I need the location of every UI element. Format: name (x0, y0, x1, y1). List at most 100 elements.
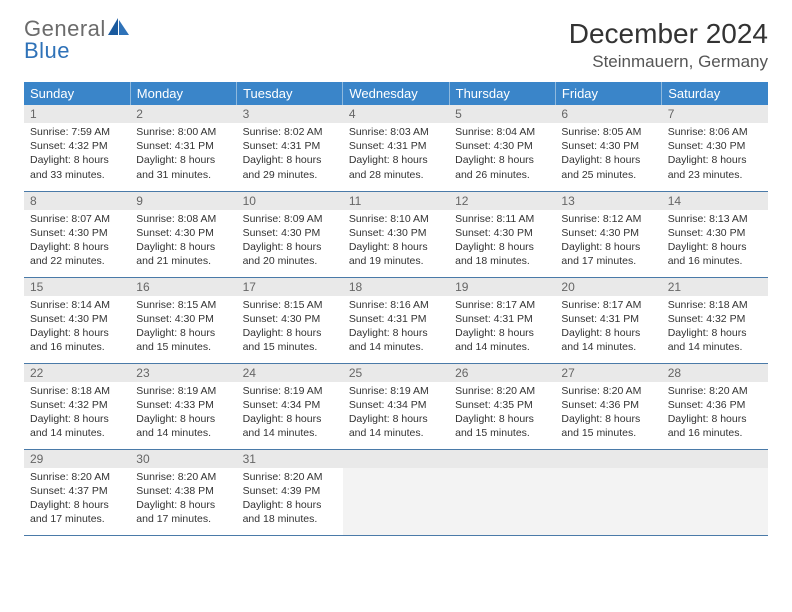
day-number: 14 (662, 192, 768, 210)
sail-icon (108, 18, 130, 41)
day-number: 29 (24, 450, 130, 468)
day-number: 8 (24, 192, 130, 210)
sunrise-text: Sunrise: 8:02 AM (243, 125, 337, 139)
daylight-line1: Daylight: 8 hours (136, 498, 230, 512)
daylight-line1: Daylight: 8 hours (455, 240, 549, 254)
daylight-line1: Daylight: 8 hours (561, 412, 655, 426)
day-number: 13 (555, 192, 661, 210)
calendar-day-cell: 17Sunrise: 8:15 AMSunset: 4:30 PMDayligh… (237, 277, 343, 363)
sunrise-text: Sunrise: 8:20 AM (668, 384, 762, 398)
daylight-line2: and 14 minutes. (30, 426, 124, 440)
sunset-text: Sunset: 4:30 PM (561, 139, 655, 153)
sunrise-text: Sunrise: 8:14 AM (30, 298, 124, 312)
daylight-line1: Daylight: 8 hours (30, 240, 124, 254)
calendar-day-cell: 15Sunrise: 8:14 AMSunset: 4:30 PMDayligh… (24, 277, 130, 363)
daylight-line2: and 25 minutes. (561, 168, 655, 182)
day-details: Sunrise: 8:08 AMSunset: 4:30 PMDaylight:… (130, 210, 236, 273)
sunrise-text: Sunrise: 8:17 AM (455, 298, 549, 312)
sunset-text: Sunset: 4:30 PM (668, 139, 762, 153)
day-details: Sunrise: 8:11 AMSunset: 4:30 PMDaylight:… (449, 210, 555, 273)
calendar-day-cell: 28Sunrise: 8:20 AMSunset: 4:36 PMDayligh… (662, 363, 768, 449)
daylight-line1: Daylight: 8 hours (136, 326, 230, 340)
sunrise-text: Sunrise: 8:11 AM (455, 212, 549, 226)
calendar-day-cell: 11Sunrise: 8:10 AMSunset: 4:30 PMDayligh… (343, 191, 449, 277)
sunset-text: Sunset: 4:39 PM (243, 484, 337, 498)
sunset-text: Sunset: 4:31 PM (136, 139, 230, 153)
daylight-line1: Daylight: 8 hours (243, 326, 337, 340)
calendar-day-cell: 31Sunrise: 8:20 AMSunset: 4:39 PMDayligh… (237, 449, 343, 535)
daylight-line2: and 14 minutes. (136, 426, 230, 440)
day-details: Sunrise: 8:02 AMSunset: 4:31 PMDaylight:… (237, 123, 343, 186)
calendar-day-cell: 9Sunrise: 8:08 AMSunset: 4:30 PMDaylight… (130, 191, 236, 277)
sunset-text: Sunset: 4:30 PM (243, 312, 337, 326)
daylight-line2: and 31 minutes. (136, 168, 230, 182)
daylight-line2: and 15 minutes. (243, 340, 337, 354)
calendar-week-row: 1Sunrise: 7:59 AMSunset: 4:32 PMDaylight… (24, 105, 768, 191)
day-number: 3 (237, 105, 343, 123)
calendar-day-cell (555, 449, 661, 535)
day-number: 9 (130, 192, 236, 210)
day-number: 6 (555, 105, 661, 123)
sunrise-text: Sunrise: 8:10 AM (349, 212, 443, 226)
day-details: Sunrise: 8:20 AMSunset: 4:37 PMDaylight:… (24, 468, 130, 531)
day-details: Sunrise: 8:20 AMSunset: 4:36 PMDaylight:… (555, 382, 661, 445)
sunset-text: Sunset: 4:30 PM (30, 312, 124, 326)
sunset-text: Sunset: 4:37 PM (30, 484, 124, 498)
sunrise-text: Sunrise: 8:07 AM (30, 212, 124, 226)
day-number: 21 (662, 278, 768, 296)
calendar-week-row: 22Sunrise: 8:18 AMSunset: 4:32 PMDayligh… (24, 363, 768, 449)
sunset-text: Sunset: 4:34 PM (243, 398, 337, 412)
calendar-day-cell: 13Sunrise: 8:12 AMSunset: 4:30 PMDayligh… (555, 191, 661, 277)
daylight-line1: Daylight: 8 hours (243, 240, 337, 254)
daylight-line1: Daylight: 8 hours (668, 412, 762, 426)
weekday-header: Tuesday (237, 82, 343, 105)
sunset-text: Sunset: 4:30 PM (349, 226, 443, 240)
daylight-line1: Daylight: 8 hours (349, 412, 443, 426)
weekday-header-row: Sunday Monday Tuesday Wednesday Thursday… (24, 82, 768, 105)
day-number-band (343, 450, 449, 468)
sunrise-text: Sunrise: 8:20 AM (561, 384, 655, 398)
daylight-line1: Daylight: 8 hours (30, 153, 124, 167)
day-details: Sunrise: 8:20 AMSunset: 4:38 PMDaylight:… (130, 468, 236, 531)
daylight-line1: Daylight: 8 hours (455, 326, 549, 340)
daylight-line1: Daylight: 8 hours (136, 153, 230, 167)
calendar-day-cell: 8Sunrise: 8:07 AMSunset: 4:30 PMDaylight… (24, 191, 130, 277)
sunset-text: Sunset: 4:30 PM (243, 226, 337, 240)
brand-logo: General Blue (24, 18, 130, 62)
daylight-line2: and 14 minutes. (455, 340, 549, 354)
day-details: Sunrise: 8:19 AMSunset: 4:33 PMDaylight:… (130, 382, 236, 445)
calendar-week-row: 29Sunrise: 8:20 AMSunset: 4:37 PMDayligh… (24, 449, 768, 535)
daylight-line1: Daylight: 8 hours (561, 326, 655, 340)
day-number: 1 (24, 105, 130, 123)
day-number: 4 (343, 105, 449, 123)
daylight-line1: Daylight: 8 hours (455, 153, 549, 167)
day-number: 18 (343, 278, 449, 296)
sunrise-text: Sunrise: 8:20 AM (455, 384, 549, 398)
calendar-day-cell: 24Sunrise: 8:19 AMSunset: 4:34 PMDayligh… (237, 363, 343, 449)
calendar-day-cell: 2Sunrise: 8:00 AMSunset: 4:31 PMDaylight… (130, 105, 236, 191)
sunset-text: Sunset: 4:30 PM (136, 226, 230, 240)
day-details: Sunrise: 8:20 AMSunset: 4:36 PMDaylight:… (662, 382, 768, 445)
calendar-day-cell: 21Sunrise: 8:18 AMSunset: 4:32 PMDayligh… (662, 277, 768, 363)
calendar-day-cell: 22Sunrise: 8:18 AMSunset: 4:32 PMDayligh… (24, 363, 130, 449)
daylight-line2: and 21 minutes. (136, 254, 230, 268)
daylight-line2: and 16 minutes. (30, 340, 124, 354)
daylight-line1: Daylight: 8 hours (349, 326, 443, 340)
daylight-line1: Daylight: 8 hours (561, 153, 655, 167)
daylight-line1: Daylight: 8 hours (243, 153, 337, 167)
daylight-line2: and 15 minutes. (136, 340, 230, 354)
daylight-line2: and 26 minutes. (455, 168, 549, 182)
sunrise-text: Sunrise: 8:15 AM (243, 298, 337, 312)
day-number: 22 (24, 364, 130, 382)
daylight-line2: and 17 minutes. (136, 512, 230, 526)
sunrise-text: Sunrise: 8:15 AM (136, 298, 230, 312)
day-number: 20 (555, 278, 661, 296)
daylight-line1: Daylight: 8 hours (455, 412, 549, 426)
calendar-week-row: 8Sunrise: 8:07 AMSunset: 4:30 PMDaylight… (24, 191, 768, 277)
day-number: 10 (237, 192, 343, 210)
weekday-header: Friday (555, 82, 661, 105)
day-details: Sunrise: 8:14 AMSunset: 4:30 PMDaylight:… (24, 296, 130, 359)
weekday-header: Sunday (24, 82, 130, 105)
day-number: 19 (449, 278, 555, 296)
day-details: Sunrise: 8:03 AMSunset: 4:31 PMDaylight:… (343, 123, 449, 186)
